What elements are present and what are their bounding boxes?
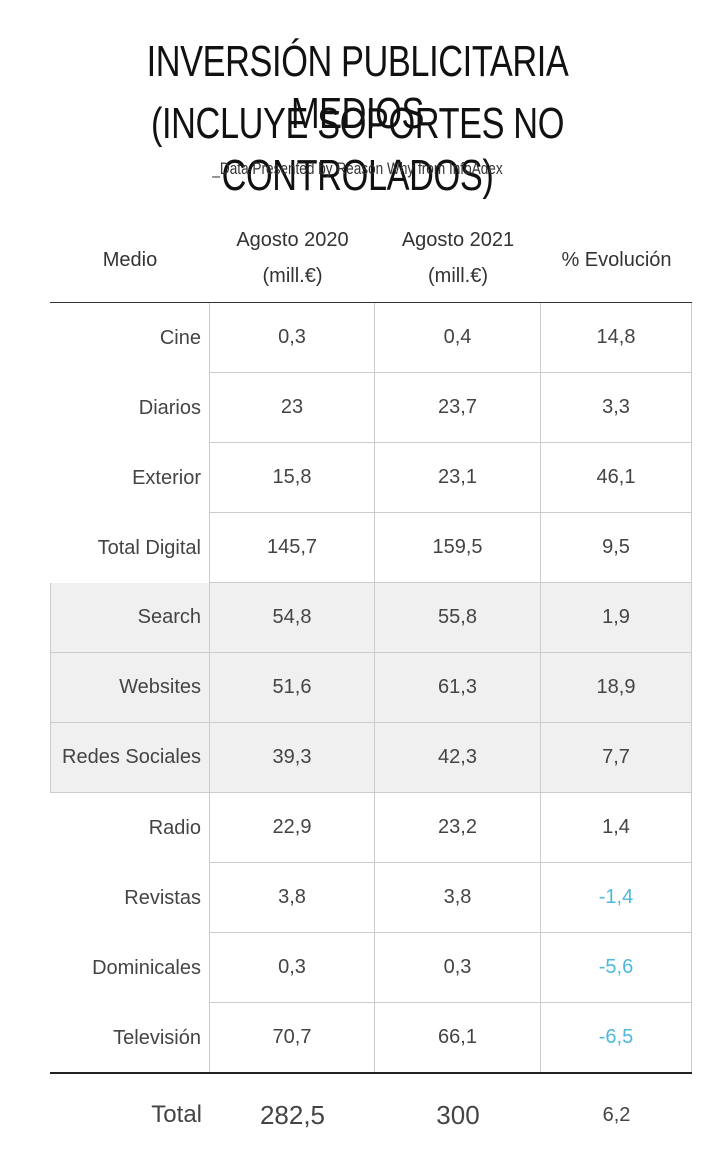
page-title-line-1: INVERSIÓN PUBLICITARIA MEDIOS bbox=[146, 37, 569, 138]
header-divider bbox=[50, 302, 692, 303]
row-medio: Revistas bbox=[50, 863, 210, 933]
header-evolucion: % Evolución bbox=[561, 249, 672, 271]
row-agosto-2021: 159,5 bbox=[375, 513, 541, 583]
row-agosto-2021: 61,3 bbox=[375, 653, 541, 723]
table-row: Revistas 3,8 3,8 -1,4 bbox=[50, 863, 692, 933]
row-agosto-2020: 39,3 bbox=[210, 723, 375, 793]
row-agosto-2021: 23,1 bbox=[375, 443, 541, 513]
header-agosto-2021: Agosto 2021 (mill.€) bbox=[375, 222, 541, 294]
total-evolucion: 6,2 bbox=[602, 1103, 631, 1126]
total-label: Total bbox=[151, 1101, 202, 1128]
total-row: Total 282,5 300 6,2 bbox=[50, 1090, 692, 1140]
row-agosto-2020: 22,9 bbox=[210, 793, 375, 863]
row-evolucion: -1,4 bbox=[541, 863, 692, 933]
row-agosto-2021: 0,3 bbox=[375, 933, 541, 1003]
row-evolucion: 14,8 bbox=[541, 303, 692, 373]
table-row: Radio 22,9 23,2 1,4 bbox=[50, 793, 692, 863]
header-agosto-2021-label: Agosto 2021 bbox=[401, 229, 515, 251]
total-divider bbox=[50, 1072, 692, 1074]
subtitle: _Data Presented by Reason Why from InfoA… bbox=[212, 159, 503, 178]
row-agosto-2020: 54,8 bbox=[210, 583, 375, 653]
row-agosto-2021: 23,2 bbox=[375, 793, 541, 863]
row-medio: Search bbox=[50, 583, 210, 653]
table-row: Exterior 15,8 23,1 46,1 bbox=[50, 443, 692, 513]
row-agosto-2020: 23 bbox=[210, 373, 375, 443]
row-agosto-2021: 0,4 bbox=[375, 303, 541, 373]
row-agosto-2020: 0,3 bbox=[210, 933, 375, 1003]
row-evolucion: 9,5 bbox=[541, 513, 692, 583]
row-agosto-2020: 70,7 bbox=[210, 1003, 375, 1073]
header-medio: Medio bbox=[102, 249, 158, 271]
row-evolucion: 7,7 bbox=[541, 723, 692, 793]
row-medio: Diarios bbox=[50, 373, 210, 443]
header-agosto-2020-unit: (mill.€) bbox=[262, 265, 323, 287]
header-agosto-2021-unit: (mill.€) bbox=[428, 265, 488, 287]
header-agosto-2020-label: Agosto 2020 bbox=[236, 229, 349, 251]
row-medio: Cine bbox=[50, 303, 210, 373]
row-agosto-2021: 55,8 bbox=[375, 583, 541, 653]
row-medio: Dominicales bbox=[50, 933, 210, 1003]
row-agosto-2021: 66,1 bbox=[375, 1003, 541, 1073]
row-evolucion: -6,5 bbox=[541, 1003, 692, 1073]
row-agosto-2020: 51,6 bbox=[210, 653, 375, 723]
row-evolucion: 1,4 bbox=[541, 793, 692, 863]
row-agosto-2020: 3,8 bbox=[210, 863, 375, 933]
row-evolucion: 18,9 bbox=[541, 653, 692, 723]
table-row: Websites 51,6 61,3 18,9 bbox=[50, 653, 692, 723]
total-2020: 282,5 bbox=[259, 1099, 326, 1130]
row-agosto-2021: 23,7 bbox=[375, 373, 541, 443]
table-row: Dominicales 0,3 0,3 -5,6 bbox=[50, 933, 692, 1003]
row-medio: Redes Sociales bbox=[50, 723, 210, 793]
row-evolucion: -5,6 bbox=[541, 933, 692, 1003]
row-evolucion: 3,3 bbox=[541, 373, 692, 443]
row-medio: Radio bbox=[50, 793, 210, 863]
table-row: Diarios 23 23,7 3,3 bbox=[50, 373, 692, 443]
row-medio: Websites bbox=[50, 653, 210, 723]
row-medio: Exterior bbox=[50, 443, 210, 513]
row-evolucion: 1,9 bbox=[541, 583, 692, 653]
row-medio: Total Digital bbox=[50, 513, 210, 583]
table-row: Search 54,8 55,8 1,9 bbox=[50, 583, 692, 653]
table-row: Cine 0,3 0,4 14,8 bbox=[50, 303, 692, 373]
table-body: Cine 0,3 0,4 14,8 Diarios 23 23,7 3,3 Exterior 15… bbox=[50, 303, 692, 1073]
total-2021: 300 bbox=[436, 1099, 480, 1130]
row-agosto-2020: 0,3 bbox=[210, 303, 375, 373]
row-agosto-2021: 42,3 bbox=[375, 723, 541, 793]
row-agosto-2021: 3,8 bbox=[375, 863, 541, 933]
row-agosto-2020: 145,7 bbox=[210, 513, 375, 583]
row-evolucion: 46,1 bbox=[541, 443, 692, 513]
row-agosto-2020: 15,8 bbox=[210, 443, 375, 513]
page-title-line-2: (INCLUYE SOPORTES NO CONTROLADOS) bbox=[150, 99, 565, 200]
table-row: Redes Sociales 39,3 42,3 7,7 bbox=[50, 723, 692, 793]
header-agosto-2020: Agosto 2020 (mill.€) bbox=[210, 222, 375, 294]
table-row: Televisión 70,7 66,1 -6,5 bbox=[50, 1003, 692, 1073]
row-medio: Televisión bbox=[50, 1003, 210, 1073]
table-row: Total Digital 145,7 159,5 9,5 bbox=[50, 513, 692, 583]
